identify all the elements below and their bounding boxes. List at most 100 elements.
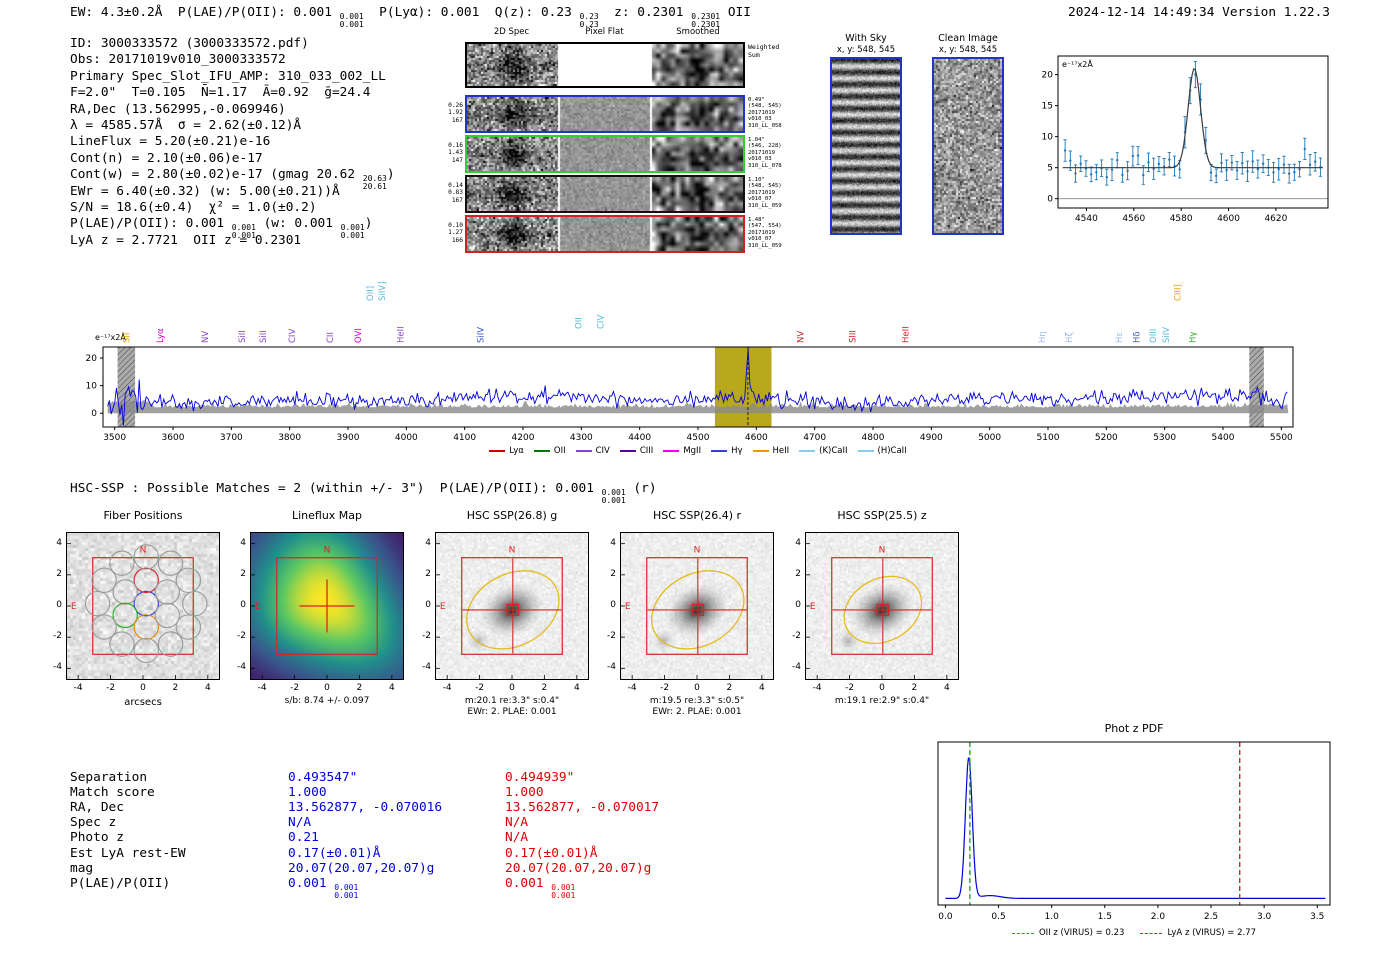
text-run: 13.562877, -0.070017 xyxy=(505,800,660,816)
x-tick-label: 4620 xyxy=(1264,214,1287,224)
text-run: LineFlux = 5.20(±0.21)e-16 xyxy=(70,134,271,150)
legend-label: LyA z (VIRUS) = 2.77 xyxy=(1167,928,1257,938)
y-tick-label: 4 xyxy=(795,537,801,548)
spec2d-row-left-labels: 0.10 1.27 166 xyxy=(448,222,463,244)
match-value-cat2: N/A xyxy=(505,815,528,830)
y-tick-label: 0 xyxy=(425,600,431,610)
cutout-overlay-hsc-r: NE xyxy=(620,532,774,680)
emission-line-label: CII xyxy=(326,332,336,343)
photz-title: Phot z PDF xyxy=(1105,722,1164,735)
hsc-matches-line: HSC-SSP : Possible Matches = 2 (within +… xyxy=(70,481,657,505)
x-tick-label: 4600 xyxy=(1217,214,1240,224)
legend-label: OII z (VIRUS) = 0.23 xyxy=(1038,928,1125,938)
match-value-cat2: 0.494939" xyxy=(505,770,574,785)
withsky-subtitle: x, y: 548, 545 xyxy=(836,45,896,55)
x-tick-label: 3800 xyxy=(278,433,301,443)
legend-swatch xyxy=(489,450,506,452)
x-tick-label: 0.5 xyxy=(991,912,1005,922)
x-tick-label: 1.5 xyxy=(1098,912,1112,922)
y-tick-label: 0 xyxy=(240,600,246,610)
legend-label: Lyα xyxy=(509,446,524,456)
spec2d-row xyxy=(465,215,745,253)
fiber-circle xyxy=(133,614,159,640)
x-tick-label: 4900 xyxy=(920,433,943,443)
text-run: HSC-SSP : Possible Matches = 2 (within +… xyxy=(70,481,602,496)
cutout-title-fiber: Fiber Positions xyxy=(103,509,183,522)
emission-line-label: CIV xyxy=(288,329,298,343)
x-tick-label: 2 xyxy=(356,683,363,693)
y-tick-label: -4 xyxy=(422,662,431,673)
x-tick-label: 4300 xyxy=(570,433,593,443)
y-tick-label: 4 xyxy=(240,537,246,548)
cutout-caption: m:20.1 re:3.3" s:0.4" xyxy=(464,696,560,706)
x-tick-label: -2 xyxy=(290,683,300,693)
x-tick-label: 4 xyxy=(943,683,950,693)
emission-line-label: SIII xyxy=(849,330,859,343)
center-box xyxy=(691,603,705,616)
match-value-cat2: 13.562877, -0.070017 xyxy=(505,800,659,815)
text-run: F=2.0" T=0.105 N̄=1.17 Ā=0.92 ḡ=24.4 xyxy=(70,85,371,101)
spec2d-row-right-labels: 1.04" (546, 228) 20171019 v010_03 310_LL_078 xyxy=(748,137,782,169)
x-tick-label: 3700 xyxy=(220,433,243,443)
emission-line-label: SiII xyxy=(238,330,248,343)
match-row-label: P(LAE)/P(OII) xyxy=(70,875,171,891)
text-run: Primary Spec_Slot_IFU_AMP: 310_033_002_L… xyxy=(70,68,386,84)
spec2d-row-left-labels: 0.26 1.92 167 xyxy=(448,102,463,124)
text-run: 0.21 xyxy=(288,830,319,846)
cutout-overlay-lineflux: NE xyxy=(250,532,404,680)
fiber-circle xyxy=(175,567,202,594)
match-row-label: RA, Dec xyxy=(70,800,124,816)
y-tick-label: -2 xyxy=(422,631,431,642)
x-tick-label: -4 xyxy=(257,683,267,693)
legend-item: OII z (VIRUS) = 0.23 xyxy=(1011,928,1125,938)
x-tick-label: -4 xyxy=(627,683,637,693)
compass-east-label: E xyxy=(440,602,446,612)
fiber-circle xyxy=(133,637,159,664)
text-run: Obs: 20171019v010_3000333572 xyxy=(70,52,286,68)
text-run: ) xyxy=(386,167,395,183)
y-tick-label: -2 xyxy=(53,631,62,642)
legend-item: LyA z (VIRUS) = 2.77 xyxy=(1140,928,1256,938)
petrosian-ellipse xyxy=(651,570,745,650)
text-run: EW: 4.3±0.2Å P(LAE)/P(OII): 0.001 xyxy=(70,5,340,20)
text-run: LyA z = 2.7721 OII z = 0.2301 xyxy=(70,232,302,248)
x-tick-label: 4400 xyxy=(628,433,651,443)
text-run: ID: 3000333572 (3000333572.pdf) xyxy=(70,36,309,51)
x-tick-label: 5200 xyxy=(1095,433,1118,443)
full-spectrum-plot: 3500 3600 3700 3800 3900 4000 4100 4200 4300 4400… xyxy=(86,282,1294,443)
x-tick-label: -4 xyxy=(442,683,452,693)
emission-line-label: SiIV xyxy=(1162,327,1172,343)
info-line: F=2.0" T=0.105 N̄=1.17 Ā=0.92 ḡ=24.4 xyxy=(70,85,395,101)
info-line: ID: 3000333572 (3000333572.pdf) xyxy=(70,36,395,52)
x-tick-label: -2 xyxy=(845,683,855,693)
stacked-uncertainty: 0.001 0.001 xyxy=(339,12,364,29)
text-run: 0.17(±0.01)Å xyxy=(288,845,381,861)
spec2d-row xyxy=(465,95,745,133)
x-tick-label: 5500 xyxy=(1270,433,1293,443)
y-tick-label: 2 xyxy=(795,568,801,579)
y-tick-label: 20 xyxy=(1042,71,1054,81)
clean-title: Clean Image xyxy=(938,33,998,44)
x-tick-label: 5100 xyxy=(1037,433,1060,443)
clean-subtitle: x, y: 548, 545 xyxy=(938,45,998,55)
legend-label: (K)CaII xyxy=(819,446,848,456)
text-run: 0.001 xyxy=(505,875,552,891)
x-tick-label: -4 xyxy=(73,683,83,693)
x-tick-label: 0 xyxy=(509,683,515,693)
fiber-circle xyxy=(109,550,135,576)
cutout-overlay-hsc-g: NE xyxy=(435,532,589,680)
cutout-caption: m:19.5 re:3.3" s:0.5" xyxy=(649,696,745,706)
fiber-circle xyxy=(112,602,138,629)
match-value-cat2: 0.001 0.001 0.001 xyxy=(505,876,575,900)
compass-north-label: N xyxy=(694,545,701,555)
timestamp-version: 2024-12-14 14:49:34 Version 1.22.3 xyxy=(1068,5,1330,20)
spec2d-col-title-smoothed: Smoothed xyxy=(676,27,720,37)
match-row-label: Spec z xyxy=(70,815,117,831)
y-tick-label: -2 xyxy=(237,631,246,642)
cutout-title-lineflux: Lineflux Map xyxy=(291,509,363,522)
x-tick-label: -2 xyxy=(106,683,116,693)
x-tick-label: 0 xyxy=(140,683,146,693)
text-run: OII xyxy=(720,5,751,20)
text-run: N/A xyxy=(288,815,312,831)
fiber-circle xyxy=(157,550,184,576)
